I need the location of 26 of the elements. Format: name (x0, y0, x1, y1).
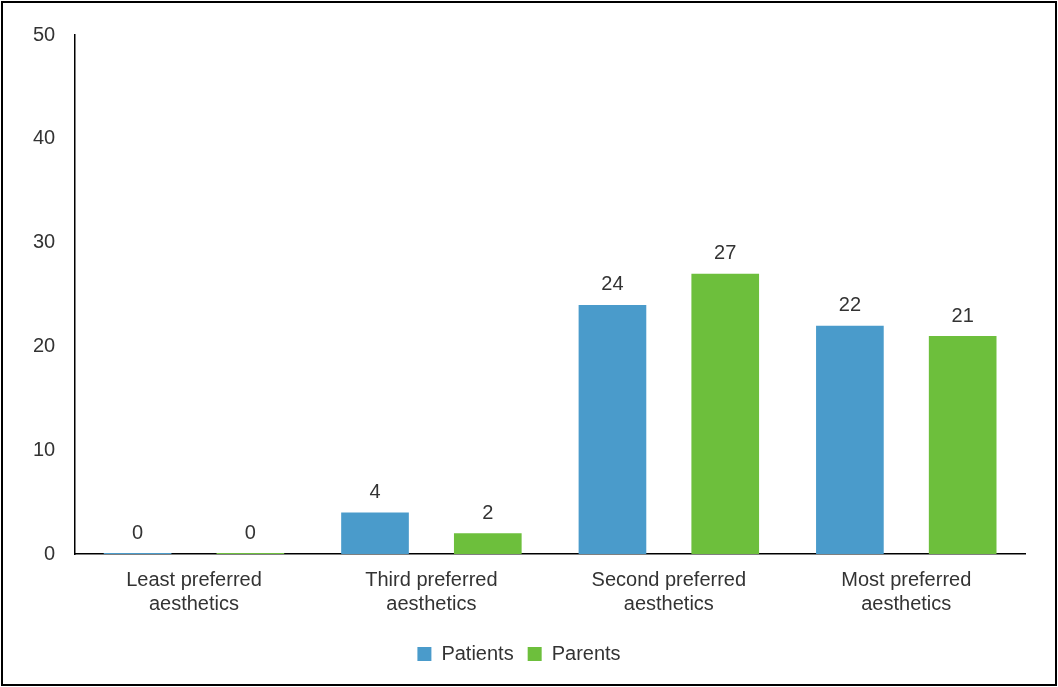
bar (453, 533, 522, 554)
y-tick-label: 20 (33, 333, 56, 356)
x-tick-label: Most preferred aesthetics (841, 567, 972, 614)
bar (341, 512, 409, 554)
data-label: 0 (244, 520, 256, 543)
legend-label: Patients (441, 641, 514, 664)
bar (691, 273, 760, 554)
bar (816, 325, 884, 554)
data-label: 0 (132, 520, 144, 543)
data-label: 24 (601, 272, 624, 295)
x-tick-label: Third preferred aesthetics (365, 567, 498, 614)
y-tick-label: 30 (33, 230, 56, 253)
x-tick-label: Least preferred aesthetics (126, 567, 262, 614)
bar (578, 304, 647, 554)
data-label: 2 (482, 500, 494, 523)
data-label: 27 (714, 241, 737, 264)
data-label: 21 (951, 303, 974, 326)
data-label: 22 (838, 293, 862, 316)
data-label: 4 (369, 480, 381, 502)
x-tick-label: Second preferred aesthetics (591, 567, 747, 614)
y-tick-label: 50 (33, 22, 56, 45)
bar (928, 336, 997, 554)
y-tick-label: 10 (33, 437, 56, 460)
y-tick-label: 40 (33, 126, 56, 149)
y-tick-label: 0 (44, 541, 56, 564)
legend-label: Parents (551, 641, 621, 664)
